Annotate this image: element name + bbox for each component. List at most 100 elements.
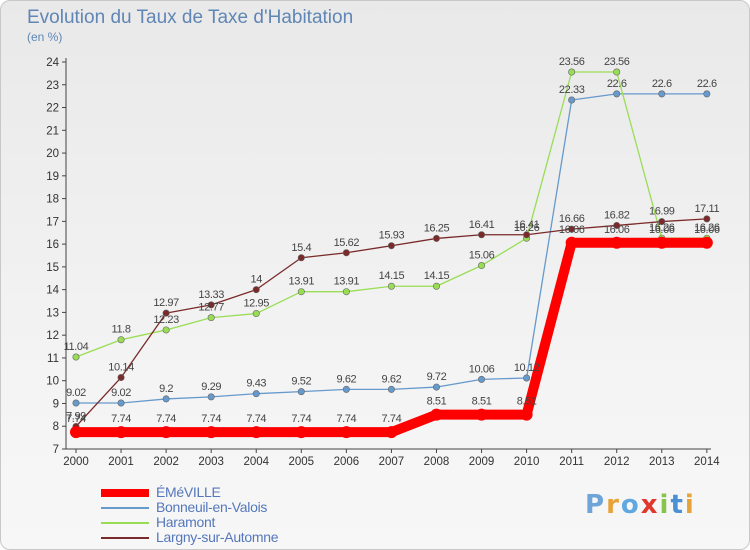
data-label-haramont: 13.91 [334,276,360,288]
data-label-bonneuil-en-valois: 22.6 [652,78,672,90]
data-label-largny-sur-automne: 16.99 [649,206,675,218]
data-point-largny-sur-automne [613,221,621,229]
data-label--m-ville: 7.74 [291,413,311,425]
y-tick-label: 21 [46,125,59,137]
data-point-largny-sur-automne [252,286,260,294]
legend-item--m-ville: ÉMéVILLE [101,484,361,500]
data-point--m-ville [520,408,533,421]
data-point--m-ville [70,426,82,439]
legend-label: ÉMéVILLE [156,484,221,500]
y-tick-label: 23 [46,80,59,92]
y-tick-label: 10 [46,376,59,388]
legend-item-largny-sur-automne: Largny-sur-Automne [101,529,361,545]
y-tick-label: 11 [47,353,59,365]
data-label-bonneuil-en-valois: 9.43 [246,378,266,390]
legend-swatch [101,537,149,539]
chart-subtitle: (en %) [27,30,63,44]
data-label--m-ville: 7.74 [66,413,86,425]
data-point-largny-sur-automne [207,301,215,309]
data-point-haramont [207,314,215,322]
data-point--m-ville [700,236,713,249]
data-point-bonneuil-en-valois [613,90,621,98]
legend-item-haramont: Haramont [101,514,361,530]
data-label-largny-sur-automne: 16.66 [559,213,585,225]
legend-swatch [101,489,149,497]
data-point-largny-sur-automne [342,249,350,257]
data-label-largny-sur-automne: 16.41 [469,219,495,231]
data-label-largny-sur-automne: 10.14 [108,362,134,374]
data-label-bonneuil-en-valois: 22.6 [607,78,627,90]
chart-title: Evolution du Taux de Taxe d'Habitation [27,7,354,28]
data-point-bonneuil-en-valois [117,399,125,407]
data-point-largny-sur-automne [432,234,440,242]
data-label--m-ville: 8.51 [427,396,447,408]
data-label-haramont: 11.8 [112,324,131,336]
data-label-haramont: 12.23 [153,314,179,326]
data-point-haramont [342,288,350,296]
data-point-bonneuil-en-valois [658,90,666,98]
data-label-haramont: 11.04 [64,341,89,353]
data-point--m-ville [115,426,128,439]
legend-swatch [101,522,149,524]
x-tick-label: 2012 [604,456,630,468]
data-label-haramont: 12.77 [198,302,224,314]
data-point-bonneuil-en-valois [568,96,576,104]
data-point-bonneuil-en-valois [478,375,486,383]
data-label-bonneuil-en-valois: 9.02 [66,387,86,399]
data-point-bonneuil-en-valois [207,393,215,401]
legend-swatch [101,507,149,509]
y-tick-label: 15 [46,262,59,274]
data-label-bonneuil-en-valois: 22.6 [697,78,717,90]
data-label-largny-sur-automne: 16.25 [424,222,450,234]
proxiti-logo: Proxiti [585,490,696,520]
data-label-haramont: 16.26 [649,222,675,234]
y-tick-label: 22 [46,103,59,115]
data-point-bonneuil-en-valois [72,399,80,407]
data-point--m-ville [475,408,488,421]
data-label--m-ville: 7.74 [336,413,356,425]
data-label-haramont: 14.15 [379,270,405,282]
data-point-haramont [478,262,486,270]
data-point--m-ville [565,236,578,249]
data-label-bonneuil-en-valois: 9.72 [427,371,447,383]
y-tick-label: 18 [46,194,59,206]
data-label--m-ville: 7.74 [156,413,176,425]
data-point-largny-sur-automne [523,231,531,239]
chart-legend: ÉMéVILLE Bonneuil-en-Valois Haramont Largny… [101,484,361,545]
y-tick-label: 17 [46,216,59,228]
y-tick-label: 19 [46,171,59,183]
x-tick-label: 2002 [153,456,179,468]
data-point-bonneuil-en-valois [342,385,350,393]
data-point--m-ville [295,426,308,439]
data-label-bonneuil-en-valois: 9.29 [201,381,221,393]
data-point--m-ville [340,426,353,439]
data-point--m-ville [250,426,263,439]
data-label--m-ville: 7.74 [246,413,266,425]
y-tick-label: 8 [53,421,59,433]
data-label--m-ville: 8.51 [472,396,492,408]
y-tick-label: 16 [46,239,59,251]
data-label--m-ville: 16.06 [559,224,585,236]
data-label-haramont: 16.26 [694,222,720,234]
data-point-largny-sur-automne [478,231,486,239]
data-label--m-ville: 7.74 [382,413,402,425]
y-tick-label: 13 [46,307,59,319]
data-label-haramont: 12.95 [243,298,269,310]
data-point-haramont [432,282,440,290]
x-tick-label: 2004 [243,456,269,468]
data-point-haramont [162,326,170,334]
data-point-largny-sur-automne [117,374,125,382]
data-point-haramont [568,68,576,76]
data-label-largny-sur-automne: 16.41 [514,219,540,231]
x-tick-label: 2008 [424,456,450,468]
data-label--m-ville: 7.74 [111,413,131,425]
legend-item-bonneuil-en-valois: Bonneuil-en-Valois [101,499,361,515]
data-point--m-ville [205,426,218,439]
data-point-largny-sur-automne [703,215,711,223]
data-label-haramont: 16.26 [514,222,540,234]
data-label-largny-sur-automne: 13.33 [198,289,224,301]
data-point--m-ville [160,426,173,439]
y-tick-label: 9 [53,398,59,410]
